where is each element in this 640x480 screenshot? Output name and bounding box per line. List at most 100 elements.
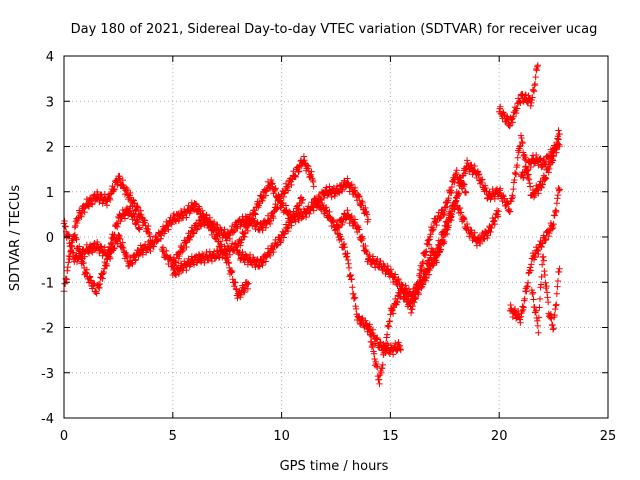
data-point-marker (243, 252, 250, 260)
data-point-marker (364, 216, 372, 223)
data-point-marker (206, 218, 213, 225)
data-point-marker (418, 284, 425, 292)
data-point-marker (344, 250, 351, 257)
data-point-marker (528, 99, 535, 107)
data-point-marker (288, 222, 295, 229)
data-point-marker (259, 197, 266, 204)
data-point-marker (177, 242, 185, 250)
data-point-marker (234, 217, 242, 225)
data-point-marker (388, 270, 396, 277)
data-point-marker (251, 210, 259, 217)
data-point-marker (533, 67, 540, 74)
data-point-marker (555, 136, 562, 143)
data-point-marker (348, 275, 355, 283)
data-point-marker (542, 279, 549, 286)
data-point-marker (270, 248, 277, 256)
data-point-marker (309, 178, 317, 186)
data-point-marker (196, 252, 203, 259)
data-point-marker (541, 174, 549, 181)
data-point-marker (171, 257, 179, 265)
data-point-marker (532, 308, 539, 316)
data-point-marker (84, 248, 92, 255)
data-point-marker (178, 248, 186, 255)
data-point-marker (424, 240, 431, 248)
data-point-marker (366, 324, 373, 332)
y-tick-label: 0 (46, 231, 54, 246)
data-point-marker (145, 229, 153, 236)
data-point-marker (555, 187, 563, 194)
data-point-marker (441, 210, 448, 218)
data-point-marker (554, 283, 561, 290)
data-point-marker (192, 252, 200, 260)
data-point-marker (532, 151, 540, 159)
data-point-marker (324, 192, 331, 199)
data-point-marker (210, 226, 218, 233)
data-point-marker (121, 215, 129, 222)
axes: 0 5 10 15 20 25 -4 -3 -2 -1 0 1 2 3 4 (41, 50, 616, 444)
series-track-g (234, 175, 372, 271)
data-point-marker (347, 182, 354, 189)
data-point-marker (422, 277, 429, 284)
y-tick-label: -1 (41, 276, 54, 291)
data-point-marker (146, 244, 154, 252)
data-point-marker (119, 239, 126, 246)
data-point-marker (476, 238, 483, 246)
data-point-marker (448, 189, 455, 197)
data-point-marker (531, 82, 538, 89)
data-point-marker (389, 310, 397, 317)
data-point-marker (511, 305, 519, 313)
data-point-marker (425, 241, 433, 248)
x-tick-label: 25 (600, 429, 617, 444)
data-point-marker (176, 252, 183, 260)
data-point-marker (529, 289, 537, 296)
data-point-marker (275, 193, 283, 200)
data-point-marker (399, 287, 407, 295)
data-point-marker (130, 197, 137, 204)
data-point-marker (396, 342, 403, 349)
data-point-marker (245, 280, 252, 287)
data-point-marker (300, 213, 307, 220)
data-point-marker (193, 226, 200, 233)
data-point-marker (541, 267, 548, 275)
data-point-marker (536, 304, 543, 311)
data-point-marker (310, 207, 317, 214)
data-point-marker (348, 184, 355, 191)
series-track-o (506, 184, 563, 326)
data-point-marker (520, 304, 527, 311)
data-point-marker (455, 205, 462, 213)
data-point-marker (183, 237, 191, 245)
data-point-marker (503, 201, 511, 208)
data-point-marker (344, 256, 352, 264)
data-point-marker (395, 289, 402, 296)
data-point-marker (394, 299, 401, 306)
data-point-marker (116, 235, 124, 243)
data-point-marker (552, 305, 559, 313)
data-point-marker (538, 184, 545, 191)
data-point-marker (231, 278, 239, 286)
data-point-marker (127, 189, 134, 197)
data-point-marker (551, 311, 558, 319)
x-tick-label: 5 (169, 429, 177, 444)
data-point-marker (298, 199, 305, 207)
data-point-marker (538, 243, 545, 251)
data-point-marker (377, 257, 384, 265)
data-point-marker (522, 153, 529, 161)
data-point-marker (383, 334, 390, 341)
data-point-marker (70, 249, 77, 257)
data-point-marker (396, 345, 404, 353)
data-point-marker (443, 230, 451, 238)
data-point-marker (91, 280, 98, 288)
data-point-marker (445, 222, 452, 229)
data-point-marker (511, 169, 519, 177)
x-tick-label: 15 (382, 429, 399, 444)
data-point-marker (455, 190, 462, 197)
data-point-marker (203, 212, 210, 219)
data-point-marker (135, 225, 142, 232)
data-point-marker (510, 185, 517, 193)
data-point-marker (241, 259, 248, 266)
data-point-marker (407, 309, 415, 317)
data-point-marker (460, 214, 468, 222)
data-point-marker (252, 211, 259, 218)
data-point-marker (266, 252, 274, 260)
data-point-marker (99, 200, 106, 207)
